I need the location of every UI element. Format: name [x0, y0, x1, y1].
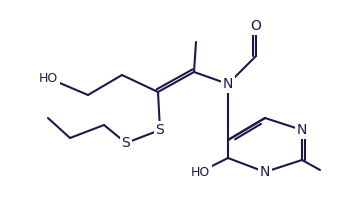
- Text: S: S: [122, 136, 130, 150]
- Text: HO: HO: [38, 72, 58, 85]
- Text: O: O: [251, 19, 262, 33]
- Text: N: N: [297, 123, 307, 137]
- Text: HO: HO: [190, 165, 210, 178]
- Text: N: N: [260, 165, 270, 179]
- Text: S: S: [156, 123, 164, 137]
- Text: N: N: [223, 77, 233, 91]
